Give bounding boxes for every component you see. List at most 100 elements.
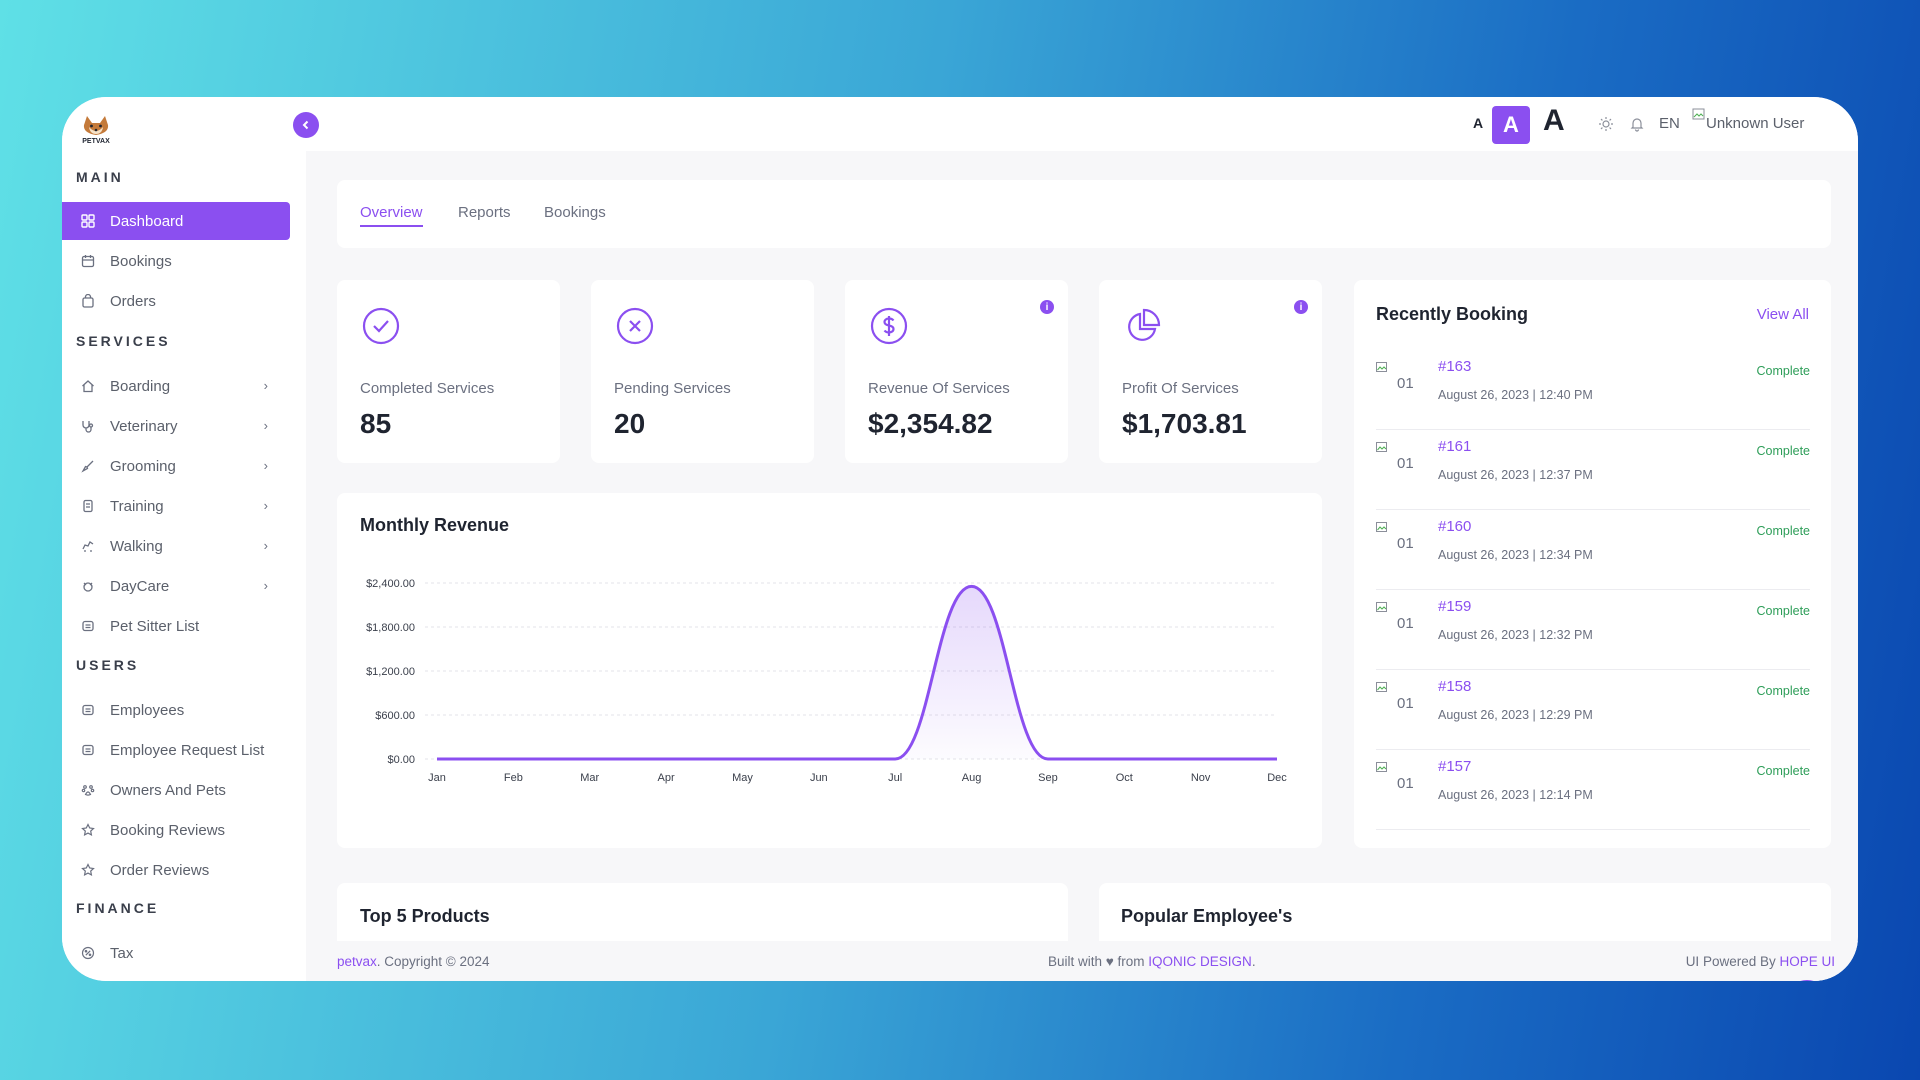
booking-id[interactable]: #158 xyxy=(1438,678,1472,695)
x-tick-label: Oct xyxy=(1116,772,1133,784)
booking-id[interactable]: #159 xyxy=(1438,598,1472,615)
sidebar-item-orders[interactable]: Orders xyxy=(62,282,290,320)
broken-image-icon xyxy=(1376,762,1387,772)
booking-row[interactable]: 01 #158 August 26, 2023 | 12:29 PM Complete xyxy=(1376,670,1810,750)
chevron-right-icon: › xyxy=(263,498,268,513)
booking-id[interactable]: #160 xyxy=(1438,518,1472,535)
iqonic-link[interactable]: IQONIC DESIGN xyxy=(1148,954,1252,969)
revenue-line xyxy=(437,584,1277,761)
booking-row[interactable]: 01 #160 August 26, 2023 | 12:34 PM Complete xyxy=(1376,510,1810,590)
booking-id[interactable]: #163 xyxy=(1438,358,1472,375)
sidebar-item-label: Employees xyxy=(110,701,185,719)
booking-date: August 26, 2023 | 12:29 PM xyxy=(1438,708,1593,722)
paw-icon xyxy=(80,782,96,798)
sidebar-item-label: Boarding xyxy=(110,377,171,395)
font-size-medium-button[interactable]: A xyxy=(1492,106,1530,144)
sidebar-item-grooming[interactable]: Grooming › xyxy=(62,447,290,485)
chevron-right-icon: › xyxy=(263,378,268,393)
recent-bookings-title: Recently Booking xyxy=(1376,304,1529,324)
broken-image-icon xyxy=(1376,602,1387,612)
booking-date: August 26, 2023 | 12:37 PM xyxy=(1438,468,1593,482)
check-circle-icon xyxy=(362,307,400,345)
tab-bookings[interactable]: Bookings xyxy=(544,204,606,221)
stat-label: Pending Services xyxy=(614,380,731,397)
section-finance: FINANCE xyxy=(76,900,160,916)
info-icon[interactable]: i xyxy=(1294,300,1308,314)
broken-image-icon xyxy=(1376,522,1387,532)
booking-id[interactable]: #161 xyxy=(1438,438,1472,455)
sidebar-item-label: DayCare xyxy=(110,577,170,595)
chevron-right-icon: › xyxy=(263,538,268,553)
sidebar-item-label: Booking Reviews xyxy=(110,821,226,839)
booking-row[interactable]: 01 #157 August 26, 2023 | 12:14 PM Complete xyxy=(1376,750,1810,830)
sidebar-item-dashboard[interactable]: Dashboard xyxy=(62,202,290,240)
stat-value: 85 xyxy=(360,408,392,439)
sidebar-item-tax[interactable]: Tax xyxy=(62,934,290,972)
sidebar-item-walking[interactable]: Walking › xyxy=(62,527,290,565)
sidebar-item-employees[interactable]: Employees xyxy=(62,691,290,729)
avatar-alt-text: 01 xyxy=(1397,695,1414,712)
avatar-alt-text: 01 xyxy=(1397,615,1414,632)
font-size-large-button[interactable]: A xyxy=(1543,104,1565,137)
stat-card-pending: Pending Services 20 xyxy=(591,280,814,463)
booking-row[interactable]: 01 #159 August 26, 2023 | 12:32 PM Complete xyxy=(1376,590,1810,670)
users-icon xyxy=(80,702,96,718)
sidebar-item-order-reviews[interactable]: Order Reviews xyxy=(62,851,290,889)
sidebar-item-label: Dashboard xyxy=(110,212,184,230)
language-selector[interactable]: EN xyxy=(1659,115,1680,132)
sidebar-item-label: Training xyxy=(110,497,164,515)
status-badge: Complete xyxy=(1756,604,1811,618)
petvax-link[interactable]: petvax xyxy=(337,954,377,969)
tab-overview[interactable]: Overview xyxy=(360,204,423,227)
sidebar-item-bookings[interactable]: Bookings xyxy=(62,242,290,280)
paw-fab-button[interactable] xyxy=(1784,980,1830,981)
sidebar-item-owners-and-pets[interactable]: Owners And Pets xyxy=(62,771,290,809)
view-all-link[interactable]: View All xyxy=(1756,306,1809,323)
booking-row[interactable]: 01 #163 August 26, 2023 | 12:40 PM Complete xyxy=(1376,350,1810,430)
sidebar-collapse-button[interactable] xyxy=(293,112,319,138)
petvax-logo[interactable]: PETVAX xyxy=(78,113,114,145)
section-services: SERVICES xyxy=(76,333,171,349)
chart-title: Monthly Revenue xyxy=(360,515,510,535)
sidebar-item-label: Employee Request List xyxy=(110,741,265,759)
stat-card-revenue: i Revenue Of Services $2,354.82 xyxy=(845,280,1068,463)
sidebar-item-label: Veterinary xyxy=(110,417,178,435)
sidebar-item-veterinary[interactable]: Veterinary › xyxy=(62,407,290,445)
sidebar-item-label: Orders xyxy=(110,292,156,310)
sidebar-item-daycare[interactable]: DayCare › xyxy=(62,567,290,605)
chevron-right-icon: › xyxy=(263,458,268,473)
booking-id[interactable]: #157 xyxy=(1438,758,1472,775)
font-size-small-button[interactable]: A xyxy=(1473,115,1484,131)
hope-ui-link[interactable]: HOPE UI xyxy=(1779,954,1835,969)
y-tick-label: $1,200.00 xyxy=(366,666,415,678)
y-tick-label: $600.00 xyxy=(375,710,415,722)
calendar-icon xyxy=(80,253,96,269)
y-tick-label: $1,800.00 xyxy=(366,622,415,634)
x-tick-label: Feb xyxy=(504,772,523,784)
avatar-alt-text: 01 xyxy=(1397,535,1414,552)
x-tick-label: Jan xyxy=(428,772,446,784)
percent-icon xyxy=(80,945,96,961)
booking-row[interactable]: 01 #161 August 26, 2023 | 12:37 PM Complete xyxy=(1376,430,1810,510)
sidebar-item-employee-request-list[interactable]: Employee Request List xyxy=(62,731,290,769)
sidebar-item-booking-reviews[interactable]: Booking Reviews xyxy=(62,811,290,849)
dollar-circle-icon xyxy=(870,307,908,345)
stat-value: $2,354.82 xyxy=(868,408,993,439)
sun-icon[interactable] xyxy=(1598,116,1614,137)
monthly-revenue-card: Monthly Revenue $2,400.00 $1,800.00 $1,200… xyxy=(337,493,1322,848)
chevron-right-icon: › xyxy=(263,578,268,593)
sidebar-item-boarding[interactable]: Boarding › xyxy=(62,367,290,405)
users-icon xyxy=(80,742,96,758)
star-icon xyxy=(80,862,96,878)
user-name: Unknown User xyxy=(1706,115,1805,132)
sidebar-item-label: Bookings xyxy=(110,252,172,270)
status-badge: Complete xyxy=(1756,444,1811,458)
broken-image-icon xyxy=(1376,682,1387,692)
sidebar-item-training[interactable]: Training › xyxy=(62,487,290,525)
brush-icon xyxy=(80,458,96,474)
sidebar-item-pet-sitter-list[interactable]: Pet Sitter List xyxy=(62,607,290,645)
tab-reports[interactable]: Reports xyxy=(458,204,511,221)
bell-icon[interactable] xyxy=(1629,116,1645,137)
info-icon[interactable]: i xyxy=(1040,300,1054,314)
training-icon xyxy=(80,498,96,514)
